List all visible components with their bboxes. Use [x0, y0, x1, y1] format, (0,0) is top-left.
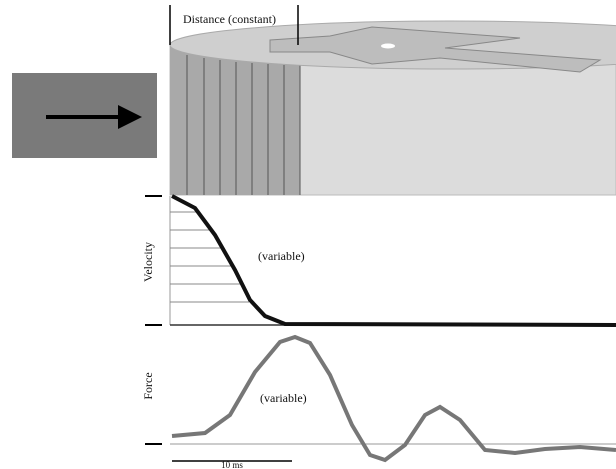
force-note: (variable) — [260, 391, 307, 405]
compressed-zone — [170, 45, 300, 195]
star-shape — [269, 26, 602, 73]
scale-label: 10 ms — [221, 460, 243, 469]
center-dot — [381, 43, 395, 49]
arrow-head — [118, 105, 142, 129]
velocity-label: Velocity — [141, 242, 155, 282]
velocity-levels — [170, 211, 249, 303]
force-label: Force — [141, 372, 155, 399]
stripes — [186, 55, 301, 195]
velocity-curve — [171, 194, 616, 327]
distance-label: Distance (constant) — [183, 12, 276, 26]
force-curve — [171, 334, 616, 463]
velocity-note: (variable) — [258, 249, 305, 263]
